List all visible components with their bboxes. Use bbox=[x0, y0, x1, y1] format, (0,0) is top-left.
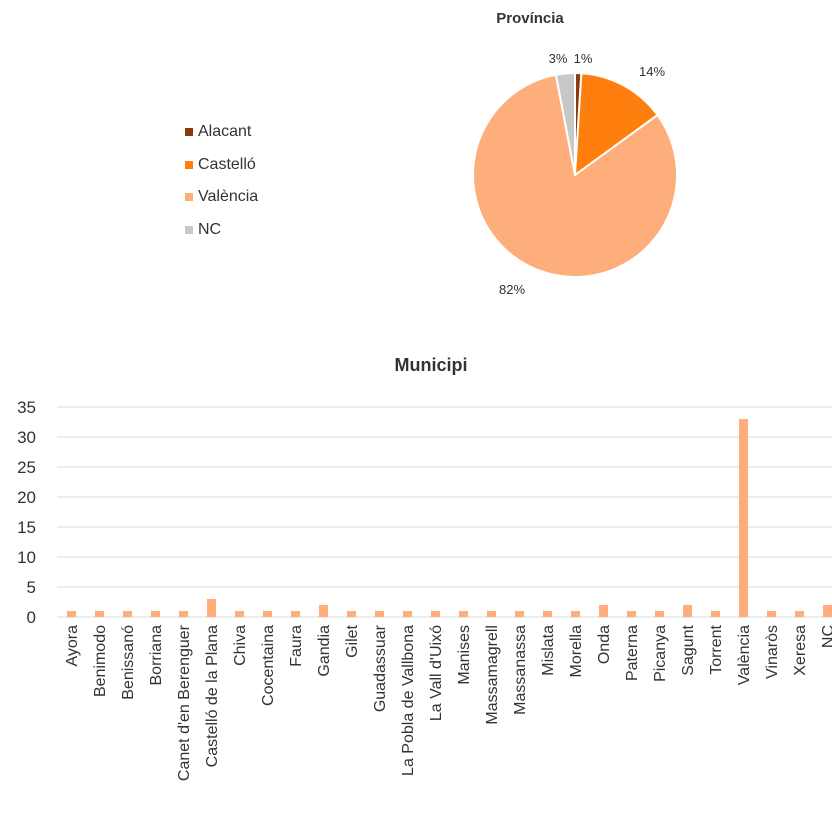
bar-benimodo bbox=[95, 611, 104, 617]
x-tick-label-gandia: Gandia bbox=[316, 625, 333, 677]
bar-massamagrell bbox=[487, 611, 496, 617]
bar-mislata bbox=[543, 611, 552, 617]
pie-chart-title: Província bbox=[496, 10, 564, 27]
x-tick-label-vinaros: Vinaròs bbox=[764, 625, 781, 679]
legend-label: Castelló bbox=[198, 155, 256, 173]
pie-slice-nc bbox=[554, 71, 576, 176]
bar-castello-de-la-plana bbox=[207, 599, 216, 617]
x-tick-label-faura: Faura bbox=[288, 625, 305, 667]
x-tick-label-chiva: Chiva bbox=[232, 625, 249, 666]
legend-item-alacant: Alacant bbox=[185, 116, 258, 149]
legend-item-valencia: València bbox=[185, 181, 258, 214]
bar-la-vall-d-uixo bbox=[431, 611, 440, 617]
pie-slice-valencia bbox=[472, 73, 678, 278]
x-tick-label-cocentaina: Cocentaina bbox=[260, 625, 277, 706]
bar-valencia bbox=[739, 419, 748, 617]
x-tick-label-paterna: Paterna bbox=[624, 625, 641, 681]
y-tick-label: 10 bbox=[17, 548, 36, 567]
x-tick-label-la-vall-d-uixo: La Vall d'Uixó bbox=[428, 625, 445, 721]
province-pie-chart: Província 1% 14% 82% 3% bbox=[472, 10, 678, 297]
y-tick-label: 35 bbox=[17, 398, 36, 417]
y-tick-label: 25 bbox=[17, 458, 36, 477]
x-tick-label-mislata: Mislata bbox=[540, 625, 557, 676]
legend-label: NC bbox=[198, 220, 222, 238]
bar-ayora bbox=[67, 611, 76, 617]
legend-swatch bbox=[185, 193, 193, 202]
bar-benissano bbox=[123, 611, 132, 617]
x-tick-label-massamagrell: Massamagrell bbox=[484, 625, 501, 725]
bar-cocentaina bbox=[263, 611, 272, 617]
x-tick-label-sagunt: Sagunt bbox=[680, 624, 697, 675]
bar-onda bbox=[599, 605, 608, 617]
pie-label-alacant: 1% bbox=[574, 51, 593, 66]
y-tick-label: 20 bbox=[17, 488, 36, 507]
bar-gandia bbox=[319, 605, 328, 617]
bar-canet-d-en-berenguer bbox=[179, 611, 188, 617]
pie-slice-castello bbox=[573, 72, 659, 178]
x-tick-label-guadassuar: Guadassuar bbox=[372, 624, 389, 712]
bar-torrent bbox=[711, 611, 720, 617]
x-tick-label-benimodo: Benimodo bbox=[92, 625, 109, 697]
legend-swatch bbox=[185, 128, 193, 137]
y-tick-label: 15 bbox=[17, 518, 36, 537]
pie-label-nc: 3% bbox=[549, 51, 568, 66]
bar-nc bbox=[823, 605, 832, 617]
bar-chiva bbox=[235, 611, 244, 617]
bar-faura bbox=[291, 611, 300, 617]
legend-label: Alacant bbox=[198, 123, 252, 141]
bar-picanya bbox=[655, 611, 664, 617]
bar-la-pobla-de-vallbona bbox=[403, 611, 412, 617]
x-tick-label-valencia: València bbox=[736, 625, 753, 685]
x-tick-label-massanassa: Massanassa bbox=[512, 625, 529, 715]
x-tick-label-canet-d-en-berenguer: Canet d'en Berenguer bbox=[176, 624, 193, 781]
bar-massanassa bbox=[515, 611, 524, 617]
legend-item-castello: Castelló bbox=[185, 149, 258, 182]
bar-guadassuar bbox=[375, 611, 384, 617]
x-tick-label-ayora: Ayora bbox=[64, 625, 81, 667]
bar-gilet bbox=[347, 611, 356, 617]
pie-label-valencia: 82% bbox=[499, 282, 525, 297]
x-tick-label-borriana: Borriana bbox=[148, 625, 165, 686]
x-tick-label-morella: Morella bbox=[568, 625, 585, 678]
x-tick-label-picanya: Picanya bbox=[652, 625, 669, 682]
bar-vinaros bbox=[767, 611, 776, 617]
x-tick-label-gilet: Gilet bbox=[344, 624, 361, 657]
x-tick-label-nc: NC bbox=[820, 625, 832, 648]
legend-swatch bbox=[185, 160, 193, 169]
x-tick-label-torrent: Torrent bbox=[708, 624, 725, 674]
pie-label-castello: 14% bbox=[639, 64, 665, 79]
pie-legend: Alacant Castelló València NC bbox=[185, 116, 258, 246]
bar-paterna bbox=[627, 611, 636, 617]
bar-borriana bbox=[151, 611, 160, 617]
x-tick-label-onda: Onda bbox=[596, 625, 613, 664]
bar-manises bbox=[459, 611, 468, 617]
legend-item-nc: NC bbox=[185, 214, 258, 247]
y-tick-label: 30 bbox=[17, 428, 36, 447]
bar-chart-title: Municipi bbox=[395, 355, 468, 375]
legend-label: València bbox=[198, 188, 259, 206]
y-tick-label: 5 bbox=[27, 578, 36, 597]
bar-morella bbox=[571, 611, 580, 617]
x-tick-label-manises: Manises bbox=[456, 625, 473, 685]
x-tick-label-benissano: Benissanó bbox=[120, 625, 137, 700]
bar-sagunt bbox=[683, 605, 692, 617]
x-tick-label-xeresa: Xeresa bbox=[792, 625, 809, 676]
x-tick-label-castello-de-la-plana: Castelló de la Plana bbox=[204, 625, 221, 767]
bar-xeresa bbox=[795, 611, 804, 617]
x-tick-label-la-pobla-de-vallbona: La Pobla de Vallbona bbox=[400, 625, 417, 776]
legend-swatch bbox=[185, 225, 193, 234]
y-tick-label: 0 bbox=[27, 608, 36, 627]
